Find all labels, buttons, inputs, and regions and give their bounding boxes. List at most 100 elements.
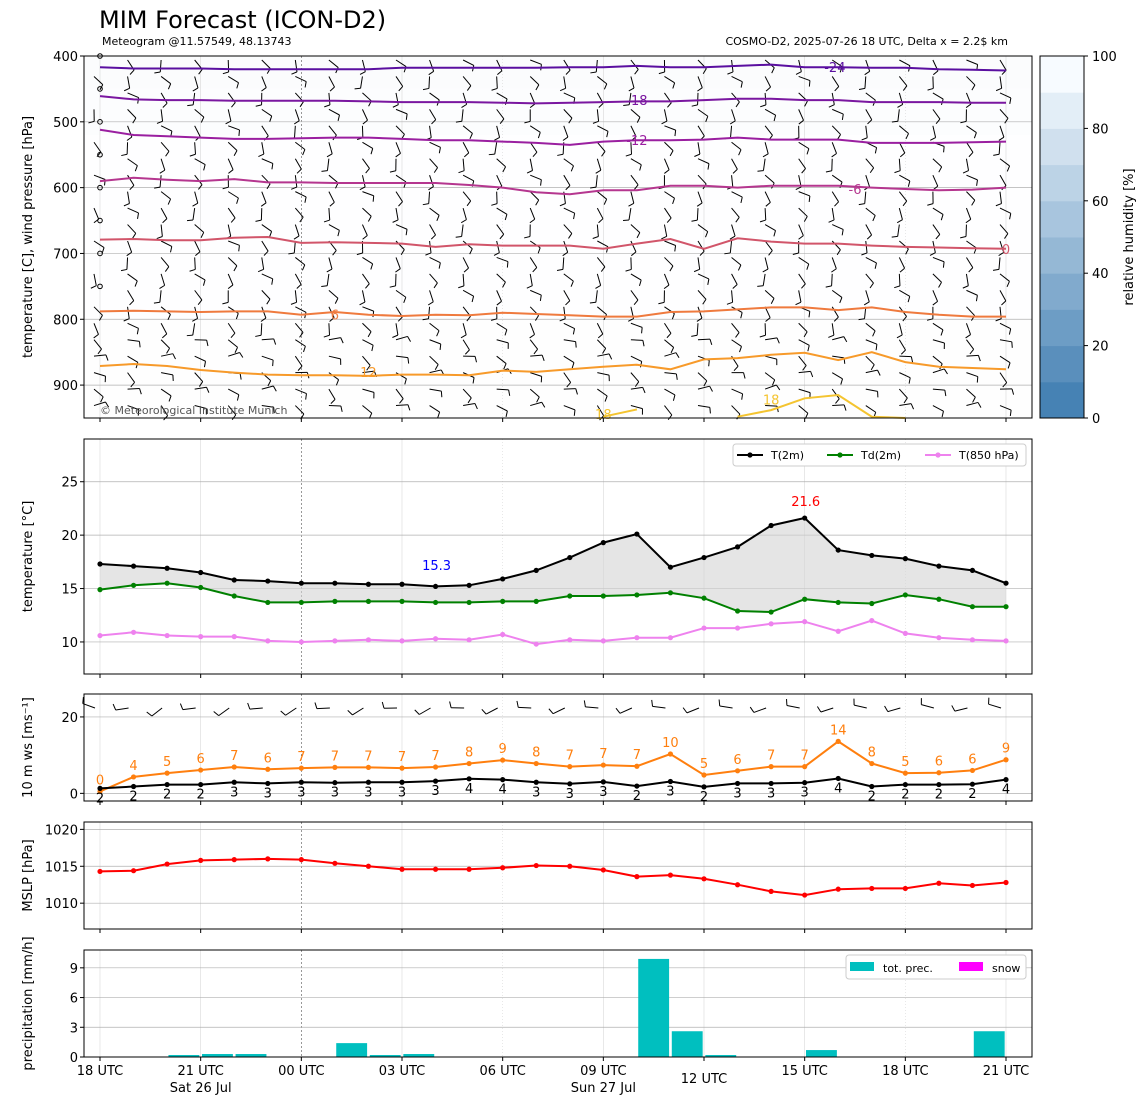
wind-barb (898, 158, 901, 171)
wind-barb-flag (664, 169, 670, 174)
wind-barb (697, 385, 710, 390)
wind-barb (865, 158, 875, 169)
wind-barb (831, 323, 835, 336)
wind-barb (127, 355, 139, 363)
temperature-ylabel: temperature [°C] (21, 501, 36, 613)
wind-barb-flag (120, 268, 128, 272)
wind-barb-flag (234, 347, 239, 353)
wind-barb (496, 92, 508, 100)
wind-barb (362, 191, 374, 197)
wind-barb-flag (389, 285, 396, 288)
wind-barb (597, 76, 608, 85)
wind-barb (798, 322, 808, 333)
surface-wind-barb-flag (314, 702, 318, 709)
wind-barb-flag (633, 184, 639, 190)
series-td-2m--marker (667, 590, 674, 596)
wind-barb (932, 256, 945, 263)
mslp-ylabel: MSLP [hPa] (21, 839, 36, 911)
temperature-ytick-label: 20 (61, 529, 78, 544)
wind-barb-flag (867, 119, 873, 125)
wind-barb-flag (899, 152, 906, 158)
wind-barb-flag (661, 235, 667, 240)
calm-wind-marker (97, 119, 103, 125)
wind-barb-flag (1007, 362, 1011, 369)
wind-barb (428, 191, 431, 204)
wind-barb-flag (132, 117, 137, 124)
series-wind-speed-marker (936, 770, 942, 776)
wind-barb-flag (642, 340, 645, 347)
surface-wind-barb-flag (516, 700, 519, 708)
wind-barb-flag (296, 284, 302, 289)
series-wind-speed-marker (835, 738, 841, 744)
wind-barb (831, 191, 840, 203)
series-td-2m--marker (969, 604, 976, 610)
wind-barb (731, 290, 734, 303)
wind-barb (832, 224, 844, 230)
series-wind-speed-marker (567, 764, 573, 770)
series-t-2m--marker (432, 583, 439, 590)
wind-barb (999, 322, 1011, 330)
wind-barb (395, 240, 405, 250)
wind-barb-flag (737, 264, 742, 271)
wind-barb-flag (634, 69, 639, 75)
series-t-2m--marker (667, 564, 674, 570)
wind-barb-flag (702, 68, 707, 75)
copyright-label: © Meteorological Institute Munich (100, 404, 287, 417)
series-t-850-hpa--marker (835, 628, 841, 634)
wind-barb-flag (773, 230, 776, 237)
wind-barb (731, 76, 743, 83)
wind-barb (462, 174, 474, 182)
wind-barb-flag (293, 120, 300, 125)
wind-barb (194, 290, 203, 301)
wind-barb-flag (908, 377, 911, 384)
wind-barb-flag (798, 119, 804, 125)
wind-barb-flag (301, 264, 306, 271)
wind-barb-flag (600, 266, 606, 272)
wind-barb-flag (407, 357, 410, 364)
wind-barb (160, 273, 166, 286)
wind-barb-flag (828, 104, 835, 108)
wind-barb (563, 174, 571, 186)
wind-barb-flag (529, 334, 535, 339)
wind-barb (160, 76, 171, 85)
wind-barb (999, 372, 1008, 383)
wind-barb-flag (968, 151, 974, 158)
precipitation-ytick-label: 6 (70, 992, 78, 1007)
wind-barb-flag (709, 338, 713, 345)
wind-barb (395, 174, 407, 183)
wind-barb-flag (505, 410, 508, 417)
wind-barb-flag (598, 218, 604, 224)
wind-barb-flag (129, 300, 135, 306)
wind-barb-flag (469, 248, 473, 255)
wind-barb (798, 370, 811, 374)
x-tick-label: 21 UTC (177, 1064, 223, 1079)
wind-barb-flag (162, 218, 168, 224)
wind-force-value-label: 4 (1002, 783, 1010, 798)
wind-barb-flag (732, 168, 738, 174)
wind-barb-flag (203, 361, 207, 368)
wind-barb-flag (802, 365, 807, 371)
wind-barb-flag (533, 348, 539, 355)
wind-barb (898, 273, 901, 286)
surface-wind-barb-flag (816, 706, 822, 713)
wind-barb-flag (129, 69, 135, 75)
wind-barb (261, 355, 274, 361)
wind-barb-flag (227, 284, 234, 289)
wind-barb-flag (398, 201, 403, 207)
wind-barb-flag (228, 169, 234, 174)
legend-marker (747, 452, 753, 458)
precip-bar (973, 1031, 1005, 1057)
series-mslp-marker (500, 865, 506, 871)
wind-barb (563, 372, 572, 383)
wind-barb-flag (930, 137, 936, 141)
wind-barb-flag (636, 232, 641, 239)
x-tick-label: 18 UTC (77, 1064, 123, 1079)
wind-barb (630, 290, 639, 301)
wind-barb-flag (702, 299, 707, 305)
wind-barb-flag (693, 268, 700, 273)
wind-barb-flag (491, 87, 498, 91)
wind-speed-value-label: 6 (264, 751, 272, 766)
wind-barb (798, 355, 807, 366)
wind-barb (563, 125, 569, 138)
wind-barb (227, 257, 238, 267)
